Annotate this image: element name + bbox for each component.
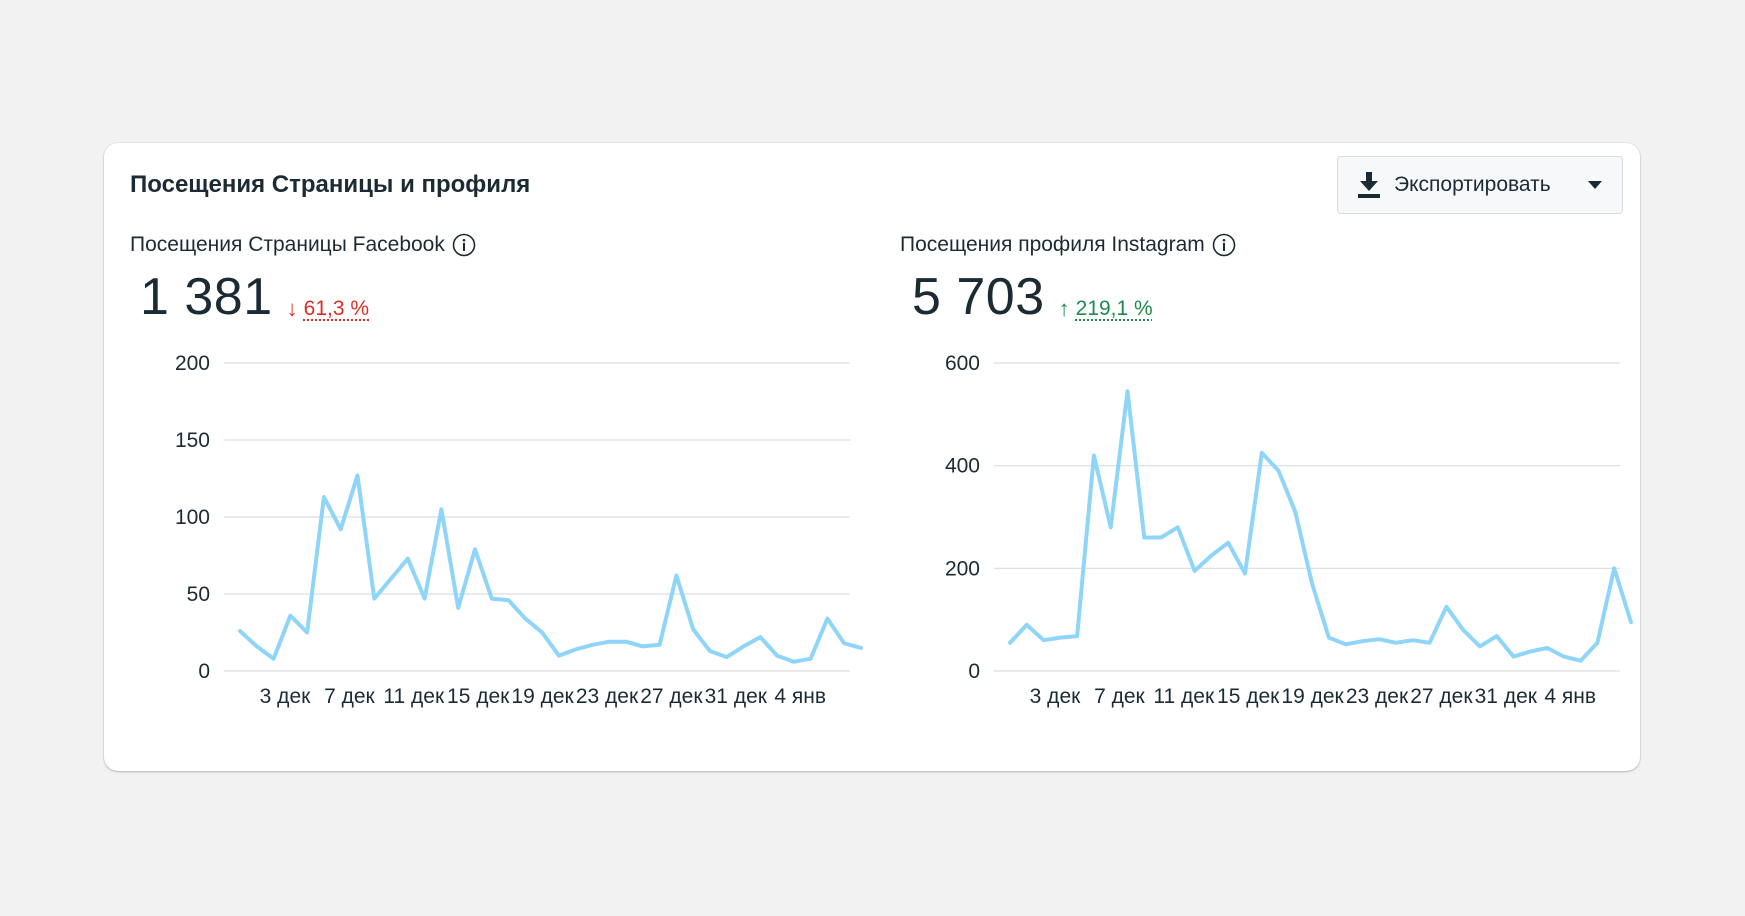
trend-up-arrow: ↑ [1058, 296, 1070, 321]
info-icon[interactable] [1212, 233, 1236, 257]
instagram-visits-title-text: Посещения профиля Instagram [900, 233, 1205, 256]
series-line[interactable] [1008, 389, 1633, 663]
x-tick-label: 4 янв [1544, 685, 1596, 708]
x-tick-label: 23 дек [1346, 685, 1409, 708]
x-tick-label: 31 дек [705, 685, 768, 708]
y-tick-label: 200 [175, 352, 210, 375]
instagram-visits-title: Посещения профиля Instagram [900, 233, 1236, 257]
x-tick-label: 31 дек [1475, 685, 1538, 708]
y-tick-label: 100 [175, 506, 210, 529]
x-tick-label: 3 дек [1030, 685, 1081, 708]
facebook-visits-title: Посещения Страницы Facebook [130, 233, 476, 257]
x-tick-label: 7 дек [1094, 685, 1145, 708]
x-tick-label: 23 дек [576, 685, 639, 708]
y-tick-label: 600 [945, 352, 980, 375]
y-tick-label: 150 [175, 429, 210, 452]
y-tick-label: 50 [187, 583, 210, 606]
export-button-label: Экспортировать [1394, 173, 1551, 196]
trend-down-arrow: ↓ [286, 296, 298, 321]
y-tick-label: 0 [198, 660, 210, 683]
x-tick-label: 7 дек [324, 685, 375, 708]
instagram-visits-metric: 5 703 ↑ 219,1 % [912, 271, 1153, 323]
y-tick-label: 0 [968, 660, 980, 683]
info-icon[interactable] [452, 233, 476, 257]
facebook-visits-value: 1 381 [140, 268, 273, 326]
facebook-visits-chart: 0 50 100 150 200 3 дек 7 дек 11 дек 15 дек 19 дек… [175, 352, 863, 708]
x-tick-label: 27 дек [640, 685, 703, 708]
caret-down-icon [1588, 181, 1602, 189]
x-tick-label: 11 дек [383, 685, 445, 708]
x-tick-label: 15 дек [447, 685, 510, 708]
x-tick-label: 11 дек [1153, 685, 1215, 708]
x-tick-label: 4 янв [774, 685, 826, 708]
facebook-visits-title-text: Посещения Страницы Facebook [130, 233, 445, 256]
instagram-visits-chart: 0 200 400 600 3 дек 7 дек 11 дек 15 дек 19 дек 23… [945, 352, 1633, 708]
y-tick-label: 400 [945, 455, 980, 478]
facebook-visits-metric: 1 381 ↓ 61,3 % [140, 271, 369, 323]
x-tick-label: 19 дек [1281, 685, 1344, 708]
page-visits-card: Посещения Страницы и профиля Экспортиров… [104, 143, 1640, 771]
instagram-visits-change[interactable]: 219,1 % [1075, 297, 1153, 320]
series-line[interactable] [238, 473, 863, 664]
export-button[interactable]: Экспортировать [1337, 156, 1623, 214]
x-tick-label: 3 дек [260, 685, 311, 708]
instagram-visits-value: 5 703 [912, 268, 1045, 326]
facebook-visits-change[interactable]: 61,3 % [303, 297, 370, 320]
x-tick-label: 19 дек [511, 685, 574, 708]
card-title: Посещения Страницы и профиля [130, 171, 531, 198]
y-tick-label: 200 [945, 557, 980, 580]
x-tick-label: 27 дек [1410, 685, 1473, 708]
download-icon [1358, 172, 1380, 198]
x-tick-label: 15 дек [1217, 685, 1280, 708]
